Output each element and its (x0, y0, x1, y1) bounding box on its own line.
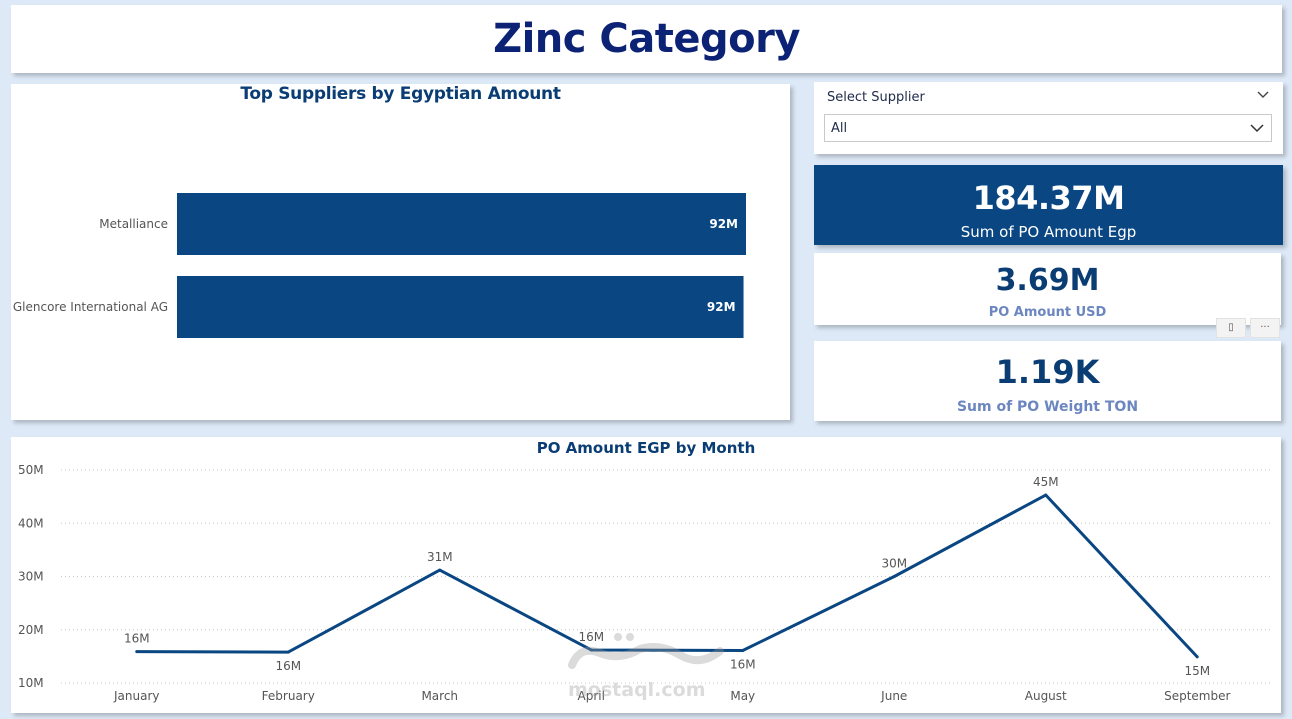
x-tick-label: August (1025, 689, 1067, 703)
data-point (892, 575, 896, 578)
line-chart-svg: 10M 20M 30M 40M 50M 16M January 16M February 31M M… (18, 463, 1273, 703)
data-label: 15M (1184, 664, 1210, 678)
data-point (438, 568, 442, 572)
card-po-weight-ton[interactable]: 1.19K Sum of PO Weight TON (814, 341, 1281, 421)
x-tick-label: April (578, 689, 605, 703)
x-tick-label: June (880, 689, 907, 703)
x-tick-label: February (262, 689, 315, 703)
bar (177, 276, 744, 338)
top-suppliers-bar-chart[interactable]: Metalliance 92M Glencore International AG 9… (11, 84, 790, 420)
data-point (589, 648, 593, 652)
card-usd-value: 3.69M (995, 263, 1100, 298)
card-ton-label: Sum of PO Weight TON (956, 399, 1139, 415)
data-point (1195, 655, 1199, 659)
y-tick-label: 50M (18, 463, 44, 477)
card-usd-label: PO Amount USD (988, 305, 1107, 320)
card-po-amount-usd[interactable]: 3.69M PO Amount USD (814, 253, 1281, 325)
bar-chart-svg: Metalliance 92M Glencore International AG 9… (13, 193, 746, 338)
header-banner: Zinc Category (11, 5, 1282, 73)
data-label: 30M (881, 557, 907, 571)
data-label: 16M (275, 659, 301, 673)
bar-value-label: 92M (707, 300, 736, 314)
card-po-amount-egp[interactable]: 184.37M Sum of PO Amount Egp (814, 165, 1283, 245)
data-label: 16M (730, 658, 756, 672)
x-tick-label: March (421, 689, 458, 703)
y-tick-label: 20M (18, 623, 44, 637)
y-tick-label: 30M (18, 570, 44, 584)
supplier-slicer[interactable]: Select Supplier All (814, 82, 1283, 154)
filter-icon[interactable]: ▯ (1216, 318, 1246, 338)
x-tick-label: January (113, 689, 160, 703)
data-label: 16M (124, 632, 150, 646)
data-label: 16M (578, 630, 604, 644)
y-tick-label: 10M (18, 676, 44, 690)
bar-category-label: Metalliance (99, 217, 168, 231)
visual-header-toolbar: ▯ ··· (1216, 318, 1282, 338)
card-ton-value: 1.19K (995, 353, 1100, 391)
bar-chart-title: Top Suppliers by Egyptian Amount (240, 84, 561, 104)
x-tick-label: September (1164, 689, 1230, 703)
x-tick-label: May (730, 689, 755, 703)
data-point (741, 649, 745, 653)
more-options-icon[interactable]: ··· (1250, 318, 1280, 338)
po-amount-line-chart[interactable]: 10M 20M 30M 40M 50M 16M January 16M February 31M M… (11, 437, 1281, 713)
supplier-dropdown[interactable]: All (824, 114, 1272, 142)
data-point (286, 650, 290, 654)
bar-category-label: Glencore International AG (13, 300, 168, 314)
data-point (135, 650, 139, 654)
bar-value-label: 92M (709, 217, 738, 231)
slicer-title: Select Supplier (827, 90, 925, 105)
dropdown-selected-value: All (831, 121, 848, 136)
data-label: 31M (427, 550, 453, 564)
data-label: 45M (1033, 475, 1059, 489)
bar (177, 193, 746, 255)
page-title: Zinc Category (493, 16, 800, 62)
series-line (136, 493, 1199, 658)
y-tick-label: 40M (18, 516, 44, 530)
data-point (1044, 493, 1048, 497)
line-chart-title: PO Amount EGP by Month (536, 439, 756, 457)
card-egp-value: 184.37M (972, 179, 1125, 217)
card-egp-label: Sum of PO Amount Egp (960, 223, 1137, 241)
chevron-down-icon[interactable] (1249, 120, 1265, 136)
chevron-down-icon[interactable] (1255, 87, 1271, 103)
